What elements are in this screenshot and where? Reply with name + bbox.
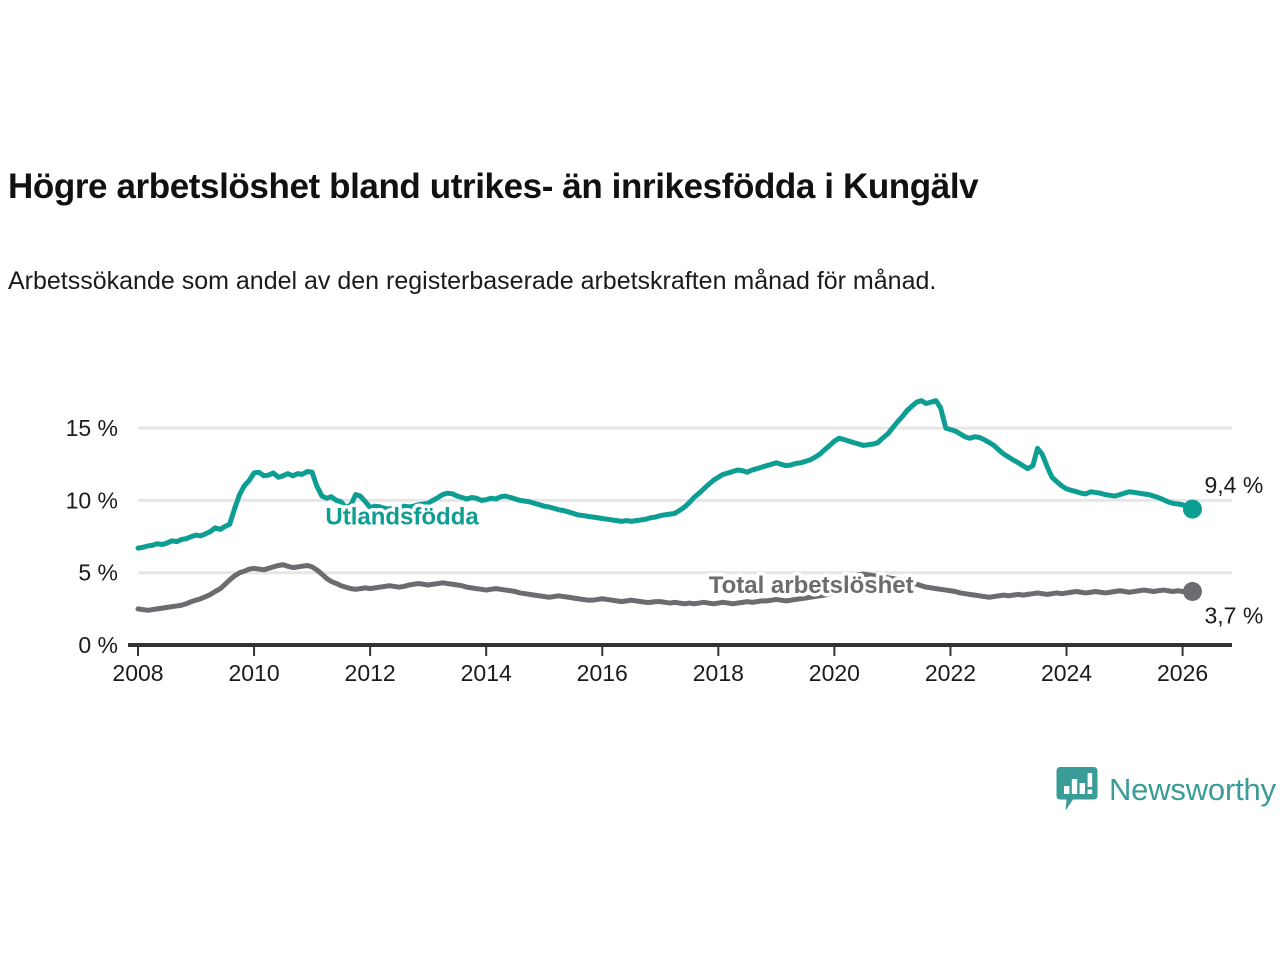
line-chart: 0 % 5 % 10 % 15 % 2008 2010 2012 2014 2016 2018 2… [0,380,1280,700]
series-lines [135,398,1195,613]
x-axis-tick-label: 2026 [1157,660,1208,686]
page-subtitle: Arbetssökande som andel av den registerb… [8,267,937,295]
x-axis-tick-label: 2020 [809,660,860,686]
bar-chart-bubble-icon [1056,766,1098,812]
y-axis-tick-label: 0 % [78,632,118,658]
x-axis-tick-label: 2024 [1041,660,1092,686]
grid-lines [138,426,1232,575]
series-inline-labels: Utlandsfödda Total arbetslöshet [322,500,917,603]
y-axis-tick-label: 10 % [66,487,118,513]
x-axis-tick-label: 2010 [228,660,279,686]
series-end-labels: 9,4 % 3,7 % [1204,472,1263,628]
series-end-marker [1182,499,1202,519]
y-axis-tick-label: 5 % [78,560,118,586]
series-end-markers [1182,499,1202,601]
x-axis-tick-label: 2016 [577,660,628,686]
y-axis-tick-label: 15 % [66,415,118,441]
series-line-utlandsfodda [135,398,1195,551]
x-axis-labels: 2008 2010 2012 2014 2016 2018 2020 2022 2024 2026 [112,660,1208,686]
series-end-value-label: 9,4 % [1204,472,1263,498]
series-line-total [135,562,1195,613]
x-axis-tick-label: 2014 [461,660,512,686]
series-end-value-label: 3,7 % [1204,602,1263,628]
chart-canvas: 0 %5 %10 %15 % 2008 2010 2012 2014 2016 2018 2… [66,398,1263,686]
x-axis-tick-label: 2008 [112,660,163,686]
series-inline-label: Total arbetslöshet [709,572,914,599]
series-inline-label: Utlandsfödda [325,503,479,530]
series-end-marker [1182,581,1202,601]
newsworthy-logo[interactable]: Newsworthy [1056,766,1276,812]
page-title: Högre arbetslöshet bland utrikes- än inr… [8,167,979,207]
x-axis [128,643,1232,656]
y-axis-labels: 0 % 5 % 10 % 15 % [66,415,118,658]
logo-wordmark: Newsworthy [1109,771,1276,807]
x-axis-tick-label: 2012 [345,660,396,686]
x-axis-tick-label: 2022 [925,660,976,686]
x-axis-tick-label: 2018 [693,660,744,686]
